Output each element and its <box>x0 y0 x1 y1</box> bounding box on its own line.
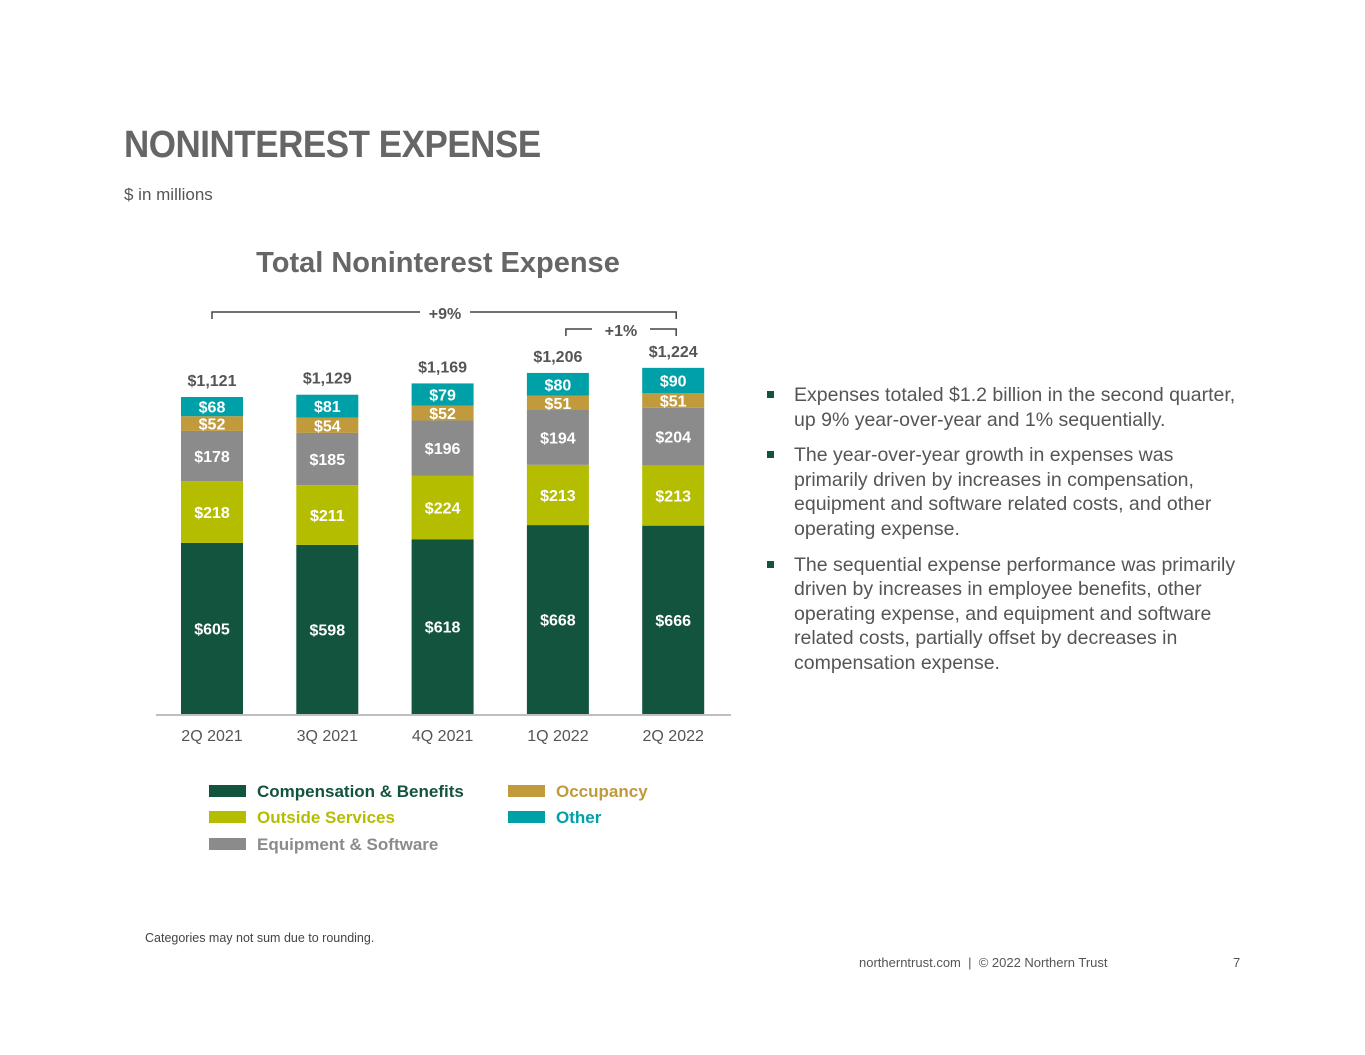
bar-segment-occupancy <box>181 416 243 431</box>
bar-segment-other <box>181 396 243 417</box>
bar-segment-equipment-software <box>526 409 589 465</box>
bar-segment-occupancy <box>642 393 705 408</box>
legend-swatch <box>209 811 246 823</box>
growth-annotation: +1% <box>605 323 637 340</box>
bar-segment-outside-services <box>296 485 359 545</box>
growth-bracket <box>565 328 677 336</box>
bar-segment-equipment-software <box>411 420 474 476</box>
footnote: Categories may not sum due to rounding. <box>145 931 375 945</box>
bar-segment-occupancy <box>411 405 474 421</box>
bullet-item: The year-over-year growth in expenses wa… <box>765 443 1245 541</box>
data-label: $81 <box>314 399 341 416</box>
legend-label: Occupancy <box>556 782 648 801</box>
bar-segment-equipment-software <box>642 407 705 466</box>
growth-annotation: +9% <box>429 306 461 323</box>
x-tick-label: 4Q 2021 <box>412 728 473 745</box>
data-label: $218 <box>194 505 230 522</box>
bullet-item: Expenses totaled $1.2 billion in the sec… <box>765 383 1245 432</box>
legend-label: Outside Services <box>257 808 395 827</box>
bar-segment-occupancy <box>296 417 359 433</box>
page-title: NONINTEREST EXPENSE <box>124 124 541 166</box>
bar-segment-other <box>642 367 705 394</box>
data-label: $194 <box>540 430 576 447</box>
chart-title: Total Noninterest Expense <box>256 247 620 279</box>
legend-swatch <box>508 811 545 823</box>
data-label: $666 <box>655 613 691 630</box>
data-label: $80 <box>545 377 572 394</box>
data-label: $51 <box>545 396 572 413</box>
bullet-square-icon <box>767 391 774 398</box>
bullet-list: Expenses totaled $1.2 billion in the sec… <box>765 383 1245 687</box>
bullet-text: Expenses totaled $1.2 billion in the sec… <box>794 384 1236 431</box>
bar-segment-compensation-benefits <box>526 525 589 714</box>
legend-label: Other <box>556 808 602 827</box>
data-label: $79 <box>429 388 456 405</box>
data-label: $204 <box>655 430 691 447</box>
data-label: $224 <box>425 501 461 518</box>
bar-segment-occupancy <box>526 395 589 410</box>
data-label: $668 <box>540 613 576 630</box>
data-label: $54 <box>314 418 341 435</box>
bar-segment-other <box>411 383 474 406</box>
data-label: $598 <box>310 622 346 639</box>
data-label: $196 <box>425 441 461 458</box>
bullet-text: The year-over-year growth in expenses wa… <box>794 444 1212 540</box>
bar-segment-compensation-benefits <box>181 542 243 714</box>
total-label: $1,206 <box>533 349 582 366</box>
bar-segment-other <box>296 394 359 418</box>
bar-segment-other <box>526 372 589 396</box>
x-tick-label: 1Q 2022 <box>527 728 588 745</box>
total-label: $1,129 <box>303 371 352 388</box>
bar-segment-equipment-software <box>296 432 359 486</box>
data-label: $605 <box>194 621 230 638</box>
bar-segment-outside-services <box>411 475 474 540</box>
total-label: $1,121 <box>188 373 237 390</box>
x-tick-label: 2Q 2021 <box>181 728 242 745</box>
x-tick-label: 2Q 2022 <box>643 728 704 745</box>
data-label: $618 <box>425 620 461 637</box>
data-label: $213 <box>540 488 576 505</box>
bar-segment-outside-services <box>526 464 589 526</box>
bar-segment-compensation-benefits <box>411 539 474 714</box>
page-subtitle: $ in millions <box>124 185 213 204</box>
data-label: $185 <box>310 452 346 469</box>
data-label: $213 <box>655 489 691 506</box>
x-tick-label: 3Q 2021 <box>297 728 358 745</box>
footer-text: northerntrust.com | © 2022 Northern Trus… <box>859 955 1108 970</box>
data-label: $52 <box>199 417 226 434</box>
total-label: $1,169 <box>418 359 467 376</box>
bar-segment-compensation-benefits <box>296 544 359 714</box>
legend-label: Compensation & Benefits <box>257 782 464 801</box>
growth-bracket <box>211 311 677 319</box>
data-label: $52 <box>429 406 456 423</box>
bullet-square-icon <box>767 560 774 568</box>
legend-swatch <box>508 785 545 797</box>
data-label: $68 <box>199 400 226 417</box>
bullet-text: The sequential expense performance was p… <box>794 553 1236 674</box>
legend-label: Equipment & Software <box>257 835 438 854</box>
data-label: $211 <box>310 508 345 525</box>
bullet-square-icon <box>767 451 774 459</box>
data-label: $51 <box>660 394 687 411</box>
legend-swatch <box>209 838 246 850</box>
page-number: 7 <box>1233 955 1241 970</box>
data-label: $90 <box>660 374 687 391</box>
bullet-item: The sequential expense performance was p… <box>765 553 1245 676</box>
data-label: $178 <box>194 449 230 466</box>
bar-segment-compensation-benefits <box>642 525 705 714</box>
legend-swatch <box>209 785 246 797</box>
bar-segment-outside-services <box>642 465 705 526</box>
bar-segment-equipment-software <box>181 430 243 482</box>
bar-segment-outside-services <box>181 481 243 543</box>
total-label: $1,224 <box>649 344 698 361</box>
